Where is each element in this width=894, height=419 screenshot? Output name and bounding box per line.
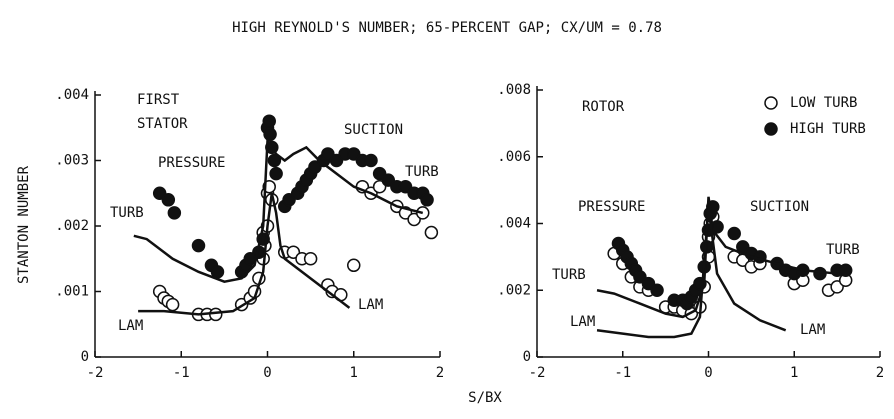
data-point (167, 206, 182, 220)
x-tick-label: 0 (704, 365, 712, 381)
x-tick-label: 1 (790, 365, 798, 381)
data-point (420, 193, 434, 207)
annotation: STATOR (137, 116, 188, 132)
y-tick-label: .001 (55, 284, 89, 300)
annotation: ROTOR (582, 99, 625, 115)
annotation: SUCTION (750, 199, 809, 215)
annotation: TURB (552, 267, 586, 283)
theory-curve (138, 192, 351, 316)
data-point (210, 265, 225, 279)
x-axis-label: S/BX (468, 390, 502, 406)
data-point (650, 283, 664, 297)
annotation: SUCTION (344, 122, 403, 138)
data-point (165, 297, 180, 312)
y-tick-label: 0 (81, 349, 89, 365)
data-point (347, 258, 361, 273)
x-tick-label: -1 (173, 365, 190, 381)
legend-label: HIGH TURB (790, 121, 866, 137)
data-point (364, 153, 378, 168)
theory-curve (133, 136, 424, 283)
legend-label: LOW TURB (790, 95, 857, 111)
annotation: LAM (118, 318, 143, 334)
y-tick-label: .002 (55, 218, 89, 234)
annotation: TURB (826, 242, 860, 258)
data-point (262, 114, 276, 128)
data-point (161, 193, 176, 207)
annotation: LAM (570, 314, 595, 330)
data-point (267, 153, 282, 168)
data-point (813, 266, 827, 281)
data-point (269, 166, 283, 181)
annotation: TURB (405, 164, 439, 180)
x-tick-label: -1 (614, 365, 631, 381)
data-point (424, 225, 439, 240)
annotation: LAM (358, 297, 383, 313)
x-tick-label: 2 (876, 365, 884, 381)
y-tick-label: 0 (523, 349, 531, 365)
x-tick-label: 0 (263, 365, 271, 381)
data-point (263, 127, 277, 142)
annotation: PRESSURE (158, 155, 225, 171)
x-tick-label: 2 (436, 365, 444, 381)
y-tick-label: .004 (497, 216, 531, 232)
y-tick-label: .008 (497, 82, 531, 98)
annotation: FIRST (137, 92, 180, 108)
figure-title: HIGH REYNOLD'S NUMBER; 65-PERCENT GAP; C… (232, 20, 662, 36)
data-point (727, 226, 741, 241)
data-point (191, 238, 206, 253)
annotation: LAM (800, 322, 825, 338)
annotation: PRESSURE (578, 199, 645, 215)
y-tick-label: .004 (55, 87, 89, 103)
y-tick-label: .006 (497, 149, 531, 165)
x-tick-label: -2 (529, 365, 546, 381)
x-tick-label: 1 (350, 365, 358, 381)
annotation: TURB (110, 205, 144, 221)
y-tick-label: .003 (55, 153, 89, 169)
y-axis-label: STANTON NUMBER (16, 165, 32, 284)
legend-marker (764, 122, 778, 136)
legend-marker (764, 96, 778, 110)
data-point (303, 252, 318, 266)
theory-curve (596, 206, 787, 339)
x-tick-label: -2 (87, 365, 104, 381)
data-point (838, 263, 853, 277)
y-tick-label: .002 (497, 282, 531, 298)
